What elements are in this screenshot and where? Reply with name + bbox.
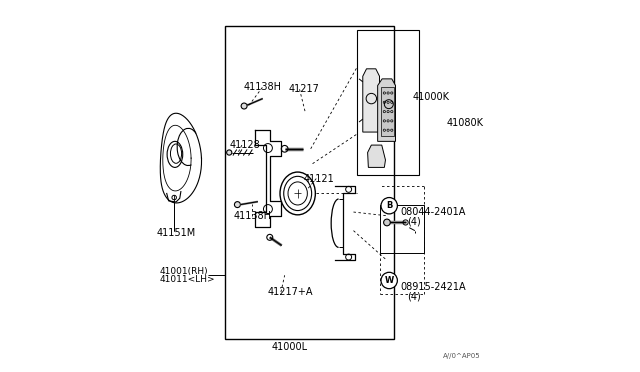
Text: 41138H: 41138H <box>244 83 282 92</box>
Ellipse shape <box>227 150 232 155</box>
Text: 41001(RH): 41001(RH) <box>159 267 208 276</box>
Text: 41217+A: 41217+A <box>268 287 314 297</box>
Bar <box>357 30 419 175</box>
Ellipse shape <box>234 202 241 208</box>
Text: 41080K: 41080K <box>447 118 483 128</box>
Text: B: B <box>386 201 392 210</box>
Text: 41151M: 41151M <box>156 228 196 237</box>
Ellipse shape <box>383 219 390 226</box>
Text: 41121: 41121 <box>303 174 334 183</box>
Text: 41138H: 41138H <box>234 211 272 221</box>
Text: (4): (4) <box>408 217 421 226</box>
Text: 41000K: 41000K <box>413 92 450 102</box>
Text: 41011<LH>: 41011<LH> <box>159 275 215 284</box>
Text: A//0^AP05: A//0^AP05 <box>442 353 480 359</box>
Text: 41000L: 41000L <box>271 342 308 352</box>
Bar <box>225 26 394 339</box>
Text: 41217: 41217 <box>289 84 319 94</box>
Text: (4): (4) <box>408 292 421 301</box>
Polygon shape <box>367 145 385 167</box>
Text: 41128: 41128 <box>230 140 260 150</box>
Text: 08915-2421A: 08915-2421A <box>400 282 466 292</box>
Circle shape <box>381 198 397 214</box>
Polygon shape <box>363 69 380 132</box>
Text: 08044-2401A: 08044-2401A <box>400 207 465 217</box>
Text: W: W <box>385 276 394 285</box>
Circle shape <box>381 272 397 289</box>
Bar <box>381 87 394 136</box>
Polygon shape <box>378 79 396 141</box>
Ellipse shape <box>241 103 247 109</box>
Bar <box>380 205 424 253</box>
